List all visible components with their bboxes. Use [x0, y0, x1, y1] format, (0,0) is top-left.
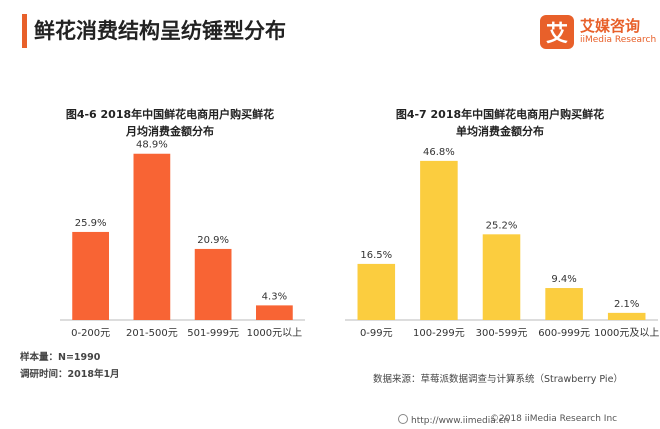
globe-icon: [398, 414, 408, 424]
bar-per-order-1: [420, 160, 458, 320]
chart-title-monthly: 图4-6 2018年中国鲜花电商用户购买鲜花 月均消费金额分布: [40, 106, 300, 140]
footer-url-text: http://www.iimedia.cn: [411, 416, 510, 426]
tick-label-monthly-1: 201-500元: [126, 328, 178, 339]
sample-size-note: 样本量：N=1990: [20, 352, 101, 363]
tick-label-monthly-2: 501-999元: [187, 328, 239, 339]
data-label-per-order-4: 2.1%: [614, 299, 639, 310]
footer: http://www.iimedia.cn ©2018 iiMedia Rese…: [0, 411, 660, 429]
bar-monthly-3: [256, 305, 293, 320]
bar-monthly-0: [72, 231, 109, 320]
data-label-per-order-1: 46.8%: [423, 147, 455, 158]
data-label-per-order-2: 25.2%: [486, 220, 518, 231]
data-label-monthly-2: 20.9%: [197, 235, 229, 246]
data-label-monthly-1: 48.9%: [136, 140, 168, 151]
tick-label-per-order-3: 600-999元: [538, 328, 590, 339]
tick-label-monthly-0: 0-200元: [71, 328, 110, 339]
chart-title-per-order-line1: 图4-7 2018年中国鲜花电商用户购买鲜花: [395, 108, 605, 121]
data-label-monthly-0: 25.9%: [75, 218, 107, 229]
bar-monthly-1: [133, 153, 171, 320]
chart-title-per-order-line2: 单均消费金额分布: [456, 125, 544, 138]
tick-label-per-order-4: 1000元及以上: [594, 327, 659, 339]
logo-name-cn: 艾媒咨询: [580, 17, 641, 35]
page-title: 鲜花消费结构呈纺锤型分布: [34, 19, 286, 43]
bar-per-order-4: [607, 312, 646, 320]
bar-monthly-2: [194, 248, 232, 320]
bar-per-order-0: [357, 263, 396, 320]
iimedia-logo: 艾 艾媒咨询 iiMedia Research: [540, 15, 656, 51]
survey-time-note: 调研时间：2018年1月: [20, 369, 120, 380]
data-label-per-order-3: 9.4%: [551, 274, 576, 285]
tick-label-per-order-0: 0-99元: [360, 328, 393, 339]
bar-per-order-3: [545, 288, 583, 320]
tick-label-per-order-1: 100-299元: [413, 328, 465, 339]
bar-per-order-2: [482, 234, 521, 320]
chart-title-per-order: 图4-7 2018年中国鲜花电商用户购买鲜花 单均消费金额分布: [355, 106, 645, 140]
title-accent-bar: [22, 14, 27, 48]
data-source-note: 数据来源：草莓派数据调查与计算系统（Strawberry Pie）: [373, 374, 623, 385]
logo-name-en: iiMedia Research: [580, 35, 657, 45]
data-label-per-order-0: 16.5%: [360, 250, 392, 261]
logo-mark-icon: 艾: [540, 15, 574, 49]
tick-label-per-order-2: 300-599元: [476, 328, 528, 339]
chart-title-monthly-line2: 月均消费金额分布: [126, 125, 214, 138]
chart-title-monthly-line1: 图4-6 2018年中国鲜花电商用户购买鲜花: [65, 108, 275, 121]
data-label-monthly-3: 4.3%: [262, 291, 287, 302]
footer-copyright: ©2018 iiMedia Research Inc: [490, 414, 618, 424]
tick-label-monthly-3: 1000元以上: [247, 327, 302, 339]
footer-url[interactable]: http://www.iimedia.cn: [398, 414, 509, 426]
